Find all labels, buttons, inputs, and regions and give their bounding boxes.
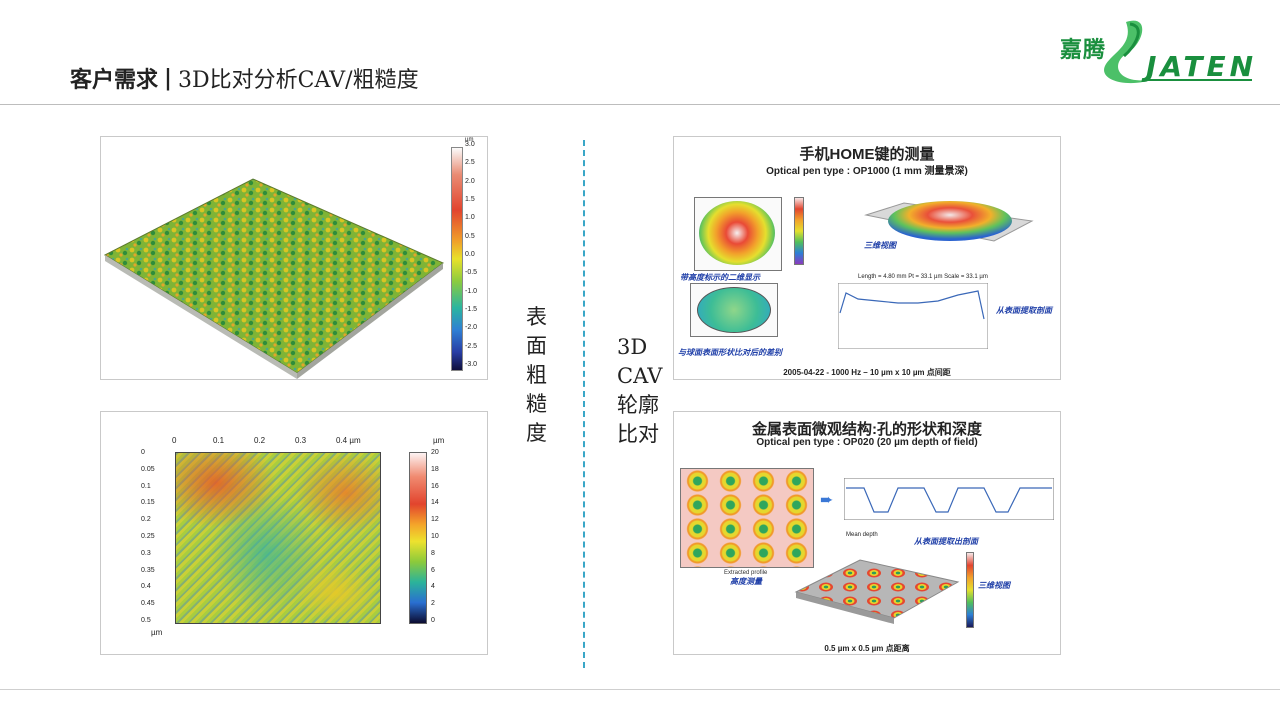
contour-scale (794, 197, 804, 265)
heatmap-image (175, 452, 381, 624)
arrow-right-icon: ➨ (820, 492, 834, 509)
heatmap-y-tick-9: 0.45 (141, 600, 155, 608)
heatmap-y-tick-7: 0.35 (141, 566, 155, 574)
metal-title: 金属表面微观结构:孔的形状和深度 (752, 421, 982, 438)
heatmap-scale-tick-10: 0 (431, 617, 435, 624)
hole-height-map (680, 468, 814, 568)
heatmap-scale-tick-1: 18 (431, 465, 439, 473)
height-scale-tick-6: 0.0 (465, 251, 475, 258)
difference-plot (690, 283, 778, 337)
home-key-title: 手机HOME键的测量 (799, 146, 935, 163)
heatmap-y-tick-3: 0.15 (141, 499, 155, 507)
height-scale-tick-12: -3.0 (465, 361, 478, 368)
contour-plot (694, 197, 782, 271)
heatmap-x-tick-1: 0.1 (213, 436, 225, 445)
height-scale (451, 147, 463, 371)
page-title: 客户需求 | 3D比对分析CAV/粗糙度 (70, 60, 419, 96)
hole-3d-scale (966, 552, 974, 628)
metal-footer: 0.5 µm x 0.5 µm 点距离 (824, 644, 910, 653)
heatmap-x-tick-2: 0.2 (254, 436, 266, 445)
home-key-3d (864, 201, 1034, 242)
hole-3d-view (794, 559, 960, 624)
extracted-profile-label: Extracted profile (724, 570, 768, 576)
height-scale-tick-9: -1.5 (465, 306, 478, 313)
heatmap-scale-tick-4: 12 (431, 516, 439, 524)
heatmap-y-tick-2: 0.1 (141, 482, 151, 490)
heatmap-scale-tick-3: 14 (431, 499, 439, 507)
mean-depth-label: Mean depth (846, 532, 878, 538)
profile-header: Length = 4.80 mm Pt = 33.1 µm Scale = 33… (858, 274, 988, 280)
heatmap-x-tick-0: 0 (172, 436, 177, 445)
heatmap-x-ticks: 0 0.1 0.2 0.3 0.4 µm (172, 436, 395, 448)
home-key-panel: 手机HOME键的测量 Optical pen type : OP1000 (1 … (673, 136, 1061, 380)
heatmap-y-ticks: 0 0.05 0.1 0.15 0.2 0.25 0.3 0.35 0.4 0.45 0.5 (141, 449, 171, 626)
heatmap-scale-ticks: 20 18 16 14 12 10 8 6 4 2 0 (431, 449, 461, 626)
difference-caption: 与球面表面形状比对后的差别 (678, 348, 782, 357)
heatmap-y-tick-6: 0.3 (141, 549, 151, 557)
roughness-heatmap-panel: 0 0.1 0.2 0.3 0.4 µm 0 0.05 0.1 0.15 0.2 0.25 0.3 0… (100, 411, 488, 655)
profile-caption: 从表面提取剖面 (996, 306, 1052, 315)
logo-english-name: JATEN (1146, 50, 1258, 83)
roughness-label: 表 面 粗 糙 度 (526, 305, 547, 445)
heatmap-y-unit: µm (151, 628, 163, 637)
profile-chart (838, 283, 988, 349)
height-scale-tick-2: 2.0 (465, 177, 475, 185)
heatmap-scale-tick-2: 16 (431, 482, 439, 490)
footer-divider (0, 689, 1280, 690)
hole-3d-caption: 三维视图 (978, 581, 1010, 590)
metal-subtitle: Optical pen type : OP020 (20 µm depth of… (756, 437, 978, 448)
height-scale-tick-1: 2.5 (465, 159, 475, 167)
section-divider (583, 140, 585, 668)
heatmap-scale-tick-5: 10 (431, 533, 439, 540)
roughness-3d-panel: µm 3.0 2.5 2.0 1.5 1.0 0.5 0.0 -0.5 -1.0 -1.5 -2.0… (100, 136, 488, 380)
cav-label: 3D CAV 轮廓 比对 (617, 335, 663, 446)
heatmap-scale-tick-6: 8 (431, 549, 435, 557)
heatmap-scale-tick-9: 2 (431, 600, 435, 608)
contour-caption: 带高度标示的二维显示 (680, 273, 760, 282)
height-scale-tick-11: -2.5 (465, 342, 478, 350)
heatmap-y-tick-4: 0.2 (141, 516, 151, 524)
heatmap-scale (409, 452, 427, 624)
hole-profile-caption: 从表面提取出剖面 (914, 537, 978, 546)
height-scale-tick-4: 1.0 (465, 214, 475, 222)
title-sub: 3D比对分析CAV/粗糙度 (178, 68, 419, 93)
heatmap-y-tick-8: 0.4 (141, 583, 151, 591)
home-key-footer: 2005-04-22 - 1000 Hz – 10 µm x 10 µm 点间距 (783, 368, 951, 377)
height-caption: 高度测量 (730, 577, 762, 586)
logo-swoosh-icon (1104, 20, 1252, 84)
heatmap-y-tick-1: 0.05 (141, 465, 155, 473)
roughness-3d-surface (103, 178, 444, 379)
header-divider (0, 104, 1280, 105)
height-scale-tick-0: 3.0 (465, 141, 475, 148)
title-separator: | (164, 65, 173, 91)
hole-profile-chart (844, 478, 1054, 520)
height-scale-tick-5: 0.5 (465, 232, 475, 240)
heatmap-y-tick-0: 0 (141, 449, 145, 456)
home-3d-caption: 三维视图 (864, 241, 896, 250)
height-scale-tick-8: -1.0 (465, 287, 478, 295)
logo-chinese-name: 嘉腾 (1060, 38, 1107, 63)
height-scale-tick-7: -0.5 (465, 269, 478, 277)
heatmap-x-tick-3: 0.3 (295, 436, 307, 445)
heatmap-scale-unit: µm (433, 436, 445, 445)
height-scale-tick-3: 1.5 (465, 196, 475, 203)
heatmap-scale-tick-7: 6 (431, 566, 435, 574)
heatmap-y-tick-10: 0.5 (141, 617, 151, 624)
title-main: 客户需求 (70, 67, 159, 93)
heatmap-x-tick-4: 0.4 µm (336, 436, 361, 445)
heatmap-scale-tick-8: 4 (431, 583, 435, 591)
home-key-subtitle: Optical pen type : OP1000 (1 mm 测量景深) (766, 166, 968, 177)
height-scale-ticks: 3.0 2.5 2.0 1.5 1.0 0.5 0.0 -0.5 -1.0 -1.5 -2.0 -2.… (465, 141, 485, 373)
height-scale-tick-10: -2.0 (465, 324, 478, 332)
metal-surface-panel: 金属表面微观结构:孔的形状和深度 Optical pen type : OP02… (673, 411, 1061, 655)
heatmap-y-tick-5: 0.25 (141, 533, 155, 540)
scale-unit: µm (465, 137, 474, 143)
company-logo: 嘉腾 JATEN (1056, 14, 1256, 90)
heatmap-scale-tick-0: 20 (431, 449, 439, 456)
